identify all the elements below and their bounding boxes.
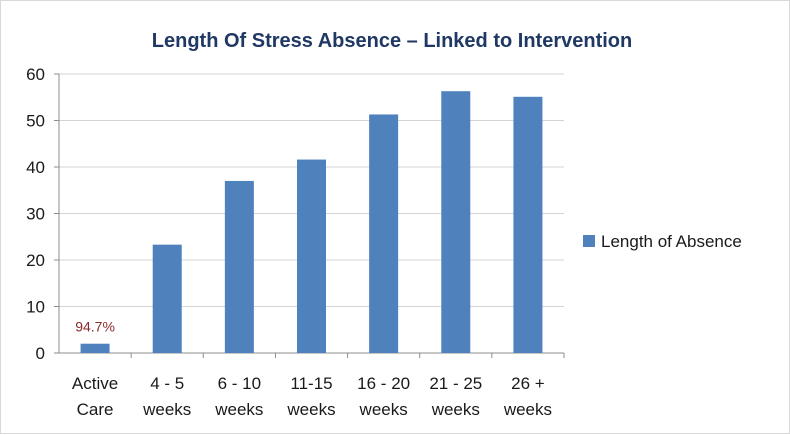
- bar: [513, 96, 543, 353]
- x-tick-label: 11-15: [290, 374, 332, 393]
- y-tick-label: 50: [26, 112, 45, 131]
- bars: [80, 91, 543, 353]
- x-tick-label: 4 - 5: [150, 374, 184, 393]
- x-tick-label: weeks: [214, 400, 263, 419]
- bar: [152, 244, 182, 353]
- x-tick-label: Care: [77, 400, 114, 419]
- x-tick-label: weeks: [142, 400, 191, 419]
- bar: [80, 343, 110, 353]
- legend-swatch: [583, 235, 595, 247]
- bar: [297, 159, 326, 353]
- y-tick-label: 20: [26, 251, 45, 270]
- data-label: 94.7%: [75, 319, 115, 335]
- bar: [224, 180, 254, 353]
- labels: 0 10 20 30 40 50 60 Active Care 4 - 5 weeks 6 - 10 w…: [26, 65, 552, 419]
- x-tick-label: weeks: [286, 400, 335, 419]
- x-tick-label: weeks: [431, 400, 480, 419]
- legend: Length of Absence: [583, 232, 742, 251]
- x-tick-label: 6 - 10: [218, 374, 261, 393]
- y-tick-label: 60: [26, 65, 45, 84]
- x-tick-label: weeks: [503, 400, 552, 419]
- y-tick-label: 10: [26, 298, 45, 317]
- y-tick-label: 30: [26, 205, 45, 224]
- x-tick-label: 21 - 25: [429, 374, 482, 393]
- x-tick-label: weeks: [359, 400, 408, 419]
- y-tick-label: 40: [26, 158, 45, 177]
- x-tick-label: Active: [72, 374, 118, 393]
- bar: [369, 114, 399, 353]
- legend-label: Length of Absence: [601, 232, 742, 251]
- x-tick-label: 16 - 20: [357, 374, 410, 393]
- bar: [441, 91, 471, 353]
- chart-title: Length Of Stress Absence – Linked to Int…: [152, 30, 632, 52]
- x-tick-label: 26 +: [511, 374, 545, 393]
- y-tick-label: 0: [36, 344, 45, 363]
